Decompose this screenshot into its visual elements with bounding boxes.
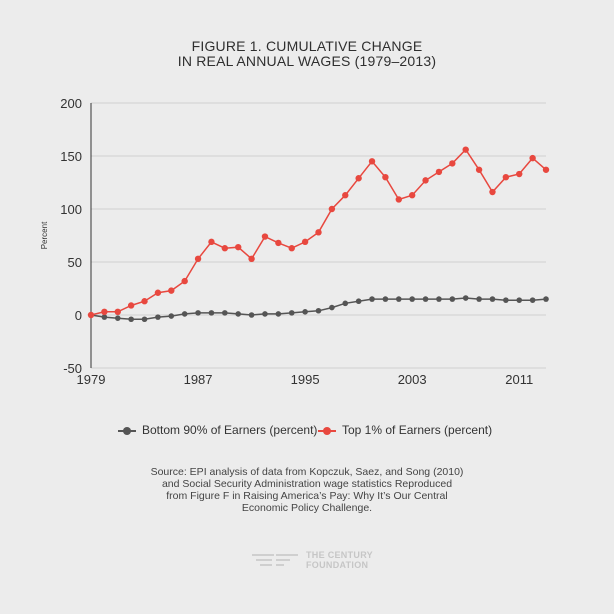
chart-title-line-2: IN REAL ANNUAL WAGES (1979–2013) — [177, 53, 437, 69]
chart-title-line-1: FIGURE 1. CUMULATIVE CHANGE — [191, 38, 423, 54]
data-point-series-0-1987 — [195, 310, 201, 316]
data-point-series-1-1979 — [87, 311, 95, 319]
data-point-series-1-2011 — [516, 170, 523, 178]
data-point-series-1-1991 — [248, 255, 255, 263]
data-point-series-1-1998 — [342, 192, 349, 199]
y-tick-label: -50 — [63, 361, 82, 376]
data-point-series-1-2006 — [449, 160, 456, 167]
data-point-series-0-1984 — [155, 314, 161, 320]
data-point-series-1-1982 — [127, 302, 135, 309]
data-point-series-1-2013 — [542, 166, 550, 173]
data-point-series-1-2010 — [502, 174, 510, 181]
data-point-series-0-2009 — [489, 296, 496, 302]
data-point-series-0-1980 — [101, 314, 108, 320]
data-point-series-0-1999 — [355, 298, 362, 305]
y-tick-label: 100 — [60, 202, 82, 217]
data-point-series-1-2002 — [395, 196, 402, 203]
data-point-series-1-2000 — [368, 158, 376, 165]
data-point-series-0-1985 — [168, 313, 175, 319]
legend-item-top-1: Top 1% of Earners (percent) — [318, 423, 492, 437]
y-tick-label: 200 — [60, 96, 82, 111]
data-point-series-0-2013 — [543, 296, 549, 302]
data-point-series-1-2012 — [529, 154, 536, 162]
data-point-series-0-1988 — [208, 310, 215, 316]
data-point-series-0-1991 — [248, 312, 255, 318]
source-line-4: Economic Policy Challenge. — [241, 502, 373, 514]
source-line-2: and Social Security Administration wage … — [161, 478, 453, 490]
legend-label-top-1: Top 1% of Earners (percent) — [342, 423, 493, 437]
data-point-series-0-2003 — [409, 296, 415, 302]
data-point-series-1-1987 — [194, 255, 202, 263]
data-point-series-1-1981 — [114, 308, 121, 316]
data-point-series-1-2005 — [435, 168, 443, 176]
data-point-series-0-1992 — [262, 311, 268, 317]
century-foundation-logo-icon — [252, 554, 298, 566]
data-point-series-1-2007 — [462, 146, 469, 153]
data-point-series-1-2001 — [382, 174, 389, 181]
x-tick-label: 1979 — [77, 372, 106, 387]
legend-label-bottom-90: Bottom 90% of Earners (percent) — [142, 423, 318, 437]
data-point-series-1-2003 — [408, 192, 416, 199]
legend-item-bottom-90: Bottom 90% of Earners (percent) — [118, 423, 317, 437]
data-point-series-0-2002 — [395, 296, 402, 302]
data-point-series-0-2007 — [462, 295, 469, 301]
data-point-series-1-1995 — [301, 238, 309, 246]
y-tick-label: 50 — [68, 255, 82, 270]
data-point-series-0-1998 — [342, 300, 349, 307]
data-point-series-0-2011 — [516, 297, 523, 303]
data-point-series-1-1984 — [154, 289, 162, 296]
data-point-series-0-1996 — [315, 307, 322, 314]
x-tick-label: 2003 — [398, 372, 427, 387]
data-point-series-0-1990 — [235, 311, 242, 317]
data-point-series-0-1986 — [181, 311, 188, 317]
logo-text-line-1: THE CENTURY — [306, 550, 373, 560]
data-point-series-1-1990 — [235, 243, 242, 251]
data-point-series-1-1992 — [261, 233, 269, 240]
data-point-series-1-1986 — [181, 277, 188, 285]
data-point-series-1-1996 — [315, 229, 322, 236]
y-tick-label: 150 — [60, 149, 82, 164]
data-point-series-1-2008 — [475, 166, 483, 173]
data-point-series-0-1981 — [114, 315, 121, 321]
x-tick-label: 1987 — [184, 372, 213, 387]
data-point-series-0-1983 — [141, 316, 148, 323]
x-tick-label: 1995 — [291, 372, 320, 387]
data-point-series-1-1983 — [141, 298, 148, 305]
y-tick-label: 0 — [75, 308, 82, 323]
data-point-series-1-1997 — [328, 205, 336, 213]
data-point-series-0-1982 — [128, 316, 134, 323]
data-point-series-0-2004 — [422, 296, 429, 302]
data-point-series-1-1994 — [288, 245, 295, 252]
data-point-series-0-1989 — [222, 310, 228, 316]
data-point-series-0-2006 — [449, 296, 456, 302]
logo-text-line-2: FOUNDATION — [306, 560, 369, 570]
legend-marker-bottom-90 — [118, 426, 136, 435]
data-point-series-0-1994 — [288, 310, 295, 316]
data-point-series-0-2001 — [382, 296, 389, 302]
y-axis-label: Percent — [40, 221, 49, 249]
data-point-series-0-2000 — [369, 296, 375, 302]
data-point-series-0-1995 — [302, 309, 308, 315]
data-point-series-0-2010 — [503, 297, 509, 303]
data-point-series-1-1999 — [355, 175, 362, 182]
legend-marker-top-1 — [318, 426, 336, 435]
data-point-series-1-1989 — [221, 245, 229, 252]
data-point-series-0-2008 — [476, 296, 482, 302]
data-point-series-1-1993 — [275, 239, 282, 247]
data-point-series-0-2005 — [436, 296, 442, 302]
data-point-series-1-2009 — [489, 188, 496, 196]
data-point-series-0-1997 — [329, 304, 335, 311]
data-point-series-1-2004 — [422, 177, 429, 184]
data-point-series-1-1985 — [168, 287, 175, 294]
source-line-3: from Figure F in Raising America’s Pay: … — [166, 490, 448, 502]
data-point-series-0-2012 — [529, 297, 536, 303]
century-foundation-logo: THE CENTURY FOUNDATION — [252, 549, 382, 573]
data-point-series-0-1993 — [275, 311, 282, 317]
data-point-series-1-1980 — [101, 308, 108, 316]
x-tick-label: 2011 — [505, 372, 533, 387]
source-line-1: Source: EPI analysis of data from Kopczu… — [150, 466, 464, 478]
data-point-series-1-1988 — [208, 238, 215, 246]
